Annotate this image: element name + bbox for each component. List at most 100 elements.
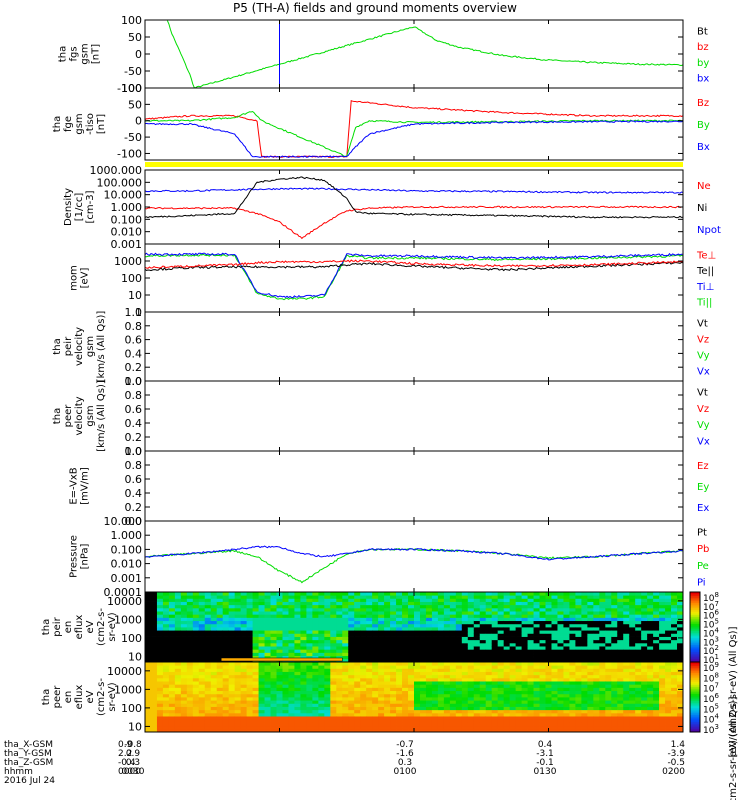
peer_spec-colorbar-step	[690, 707, 700, 710]
peer_spec-cell	[611, 719, 618, 723]
peir_v-tick-label: 1.0	[125, 306, 143, 319]
peir_spec-cell	[234, 655, 242, 660]
peir_spec-cell	[479, 617, 487, 622]
peer_spec-cell	[384, 677, 391, 682]
peir_spec-cell	[246, 627, 253, 631]
peir_spec-cell	[342, 604, 349, 609]
peer_spec-cell	[425, 668, 433, 672]
peer_spec-cell	[312, 693, 319, 698]
peer_spec-cell	[599, 703, 606, 707]
peer_spec-cell	[252, 722, 259, 727]
peer_spec-cell	[533, 684, 540, 688]
peir_spec-cell	[581, 592, 588, 596]
peir_spec-cell	[497, 636, 505, 641]
peer_spec-cell	[479, 662, 487, 666]
peir_spec-cell	[509, 649, 517, 653]
peer_spec-cell	[330, 684, 337, 688]
peir_spec-cell	[384, 623, 391, 628]
peer_spec-cell	[509, 684, 517, 688]
peer_spec-cell	[145, 725, 152, 730]
peir_spec-cell	[473, 598, 481, 602]
peer_spec-cell	[162, 703, 170, 707]
peir_spec-cell	[497, 639, 505, 644]
peir_spec-cell	[216, 639, 224, 644]
peir_spec-colorbar-step	[690, 595, 700, 598]
peir_spec-cell	[342, 592, 349, 596]
peer_spec-cell	[449, 722, 457, 727]
peir_spec-cell	[366, 620, 373, 625]
peir_spec-cell	[425, 652, 433, 657]
peer_spec-cell	[593, 709, 600, 714]
peir_spec-cell	[168, 598, 176, 602]
peir_spec-cell	[384, 604, 391, 609]
peer_spec-cell	[563, 665, 570, 669]
peer_spec-cell	[324, 719, 331, 723]
peir_spec-cell	[228, 604, 236, 609]
peir_spec-cell	[521, 636, 528, 641]
peir_spec-cell	[503, 627, 511, 631]
peer_spec-cell	[485, 690, 493, 695]
peir_spec-cell	[509, 642, 517, 647]
peer_spec-cell	[408, 690, 415, 695]
peir_spec-cell	[354, 646, 361, 650]
peir_spec-cell	[659, 614, 666, 618]
peir_spec-cell	[372, 617, 379, 622]
peer_spec-cell	[593, 703, 600, 707]
peir_spec-cell	[258, 614, 265, 618]
footer-value: 0.3	[398, 758, 412, 768]
peer_spec-cell	[222, 671, 230, 676]
peer_spec-cell	[641, 719, 648, 723]
peer_spec-cell	[378, 677, 385, 682]
peir_v-ylabel-line: velocity	[74, 327, 85, 366]
peir_spec-cell	[300, 642, 307, 647]
peir_spec-cell	[378, 655, 385, 660]
peir_spec-cell	[647, 636, 654, 641]
peir_spec-cell	[372, 614, 379, 618]
peer_spec-cell	[641, 716, 648, 720]
peer_spec-cell	[282, 712, 289, 717]
peer_spec-cell	[348, 706, 355, 711]
peir_spec-cell	[623, 614, 630, 618]
peer_spec-cell	[431, 687, 439, 692]
peer_spec-cell	[306, 716, 313, 720]
peir_spec-cell	[174, 646, 182, 650]
peir_spec-cell	[419, 652, 427, 657]
peir_spec-cell	[270, 607, 277, 612]
peer_spec-cell	[533, 709, 540, 714]
peer_spec-cell	[485, 677, 493, 682]
peir_spec-cell	[312, 595, 319, 599]
peir_spec-cell	[282, 592, 289, 596]
peir_spec-cell	[647, 604, 654, 609]
peer_spec-cell	[575, 716, 582, 720]
peer_spec-cell	[509, 716, 517, 720]
peer_spec-cell	[533, 700, 540, 704]
peer_spec-cell	[270, 668, 277, 672]
peer_spec-cell	[192, 671, 200, 676]
peir_spec-cell	[443, 617, 451, 622]
peer_spec-cell	[419, 687, 427, 692]
peer_spec-cell	[497, 665, 505, 669]
peir_spec-cell	[455, 633, 463, 637]
peer_spec-cell	[647, 719, 654, 723]
peir_spec-cell	[186, 623, 194, 628]
peer_spec-cell	[467, 668, 475, 672]
peir_spec-cell	[443, 646, 451, 650]
peer_spec-cell	[288, 706, 295, 711]
peer_spec-cell	[509, 665, 517, 669]
peer_spec-cell	[539, 722, 546, 727]
peer_spec-cell	[419, 700, 427, 704]
peer_spec-cell	[479, 706, 487, 711]
peir_spec-cell	[168, 633, 176, 637]
peir_spec-cell	[527, 623, 534, 628]
peer_spec-cell	[186, 671, 194, 676]
peir_spec-cell	[431, 630, 439, 634]
peir_spec-cell	[677, 601, 684, 606]
peir_spec-cell	[156, 617, 164, 622]
peer_spec-cell	[659, 716, 666, 720]
peir_spec-cell	[569, 633, 576, 637]
peir_spec-cell	[461, 646, 469, 650]
peer_spec-cell	[222, 684, 230, 688]
peer_spec-cell	[473, 706, 481, 711]
peer_spec-cell	[198, 690, 206, 695]
peer_spec-cell	[354, 700, 361, 704]
